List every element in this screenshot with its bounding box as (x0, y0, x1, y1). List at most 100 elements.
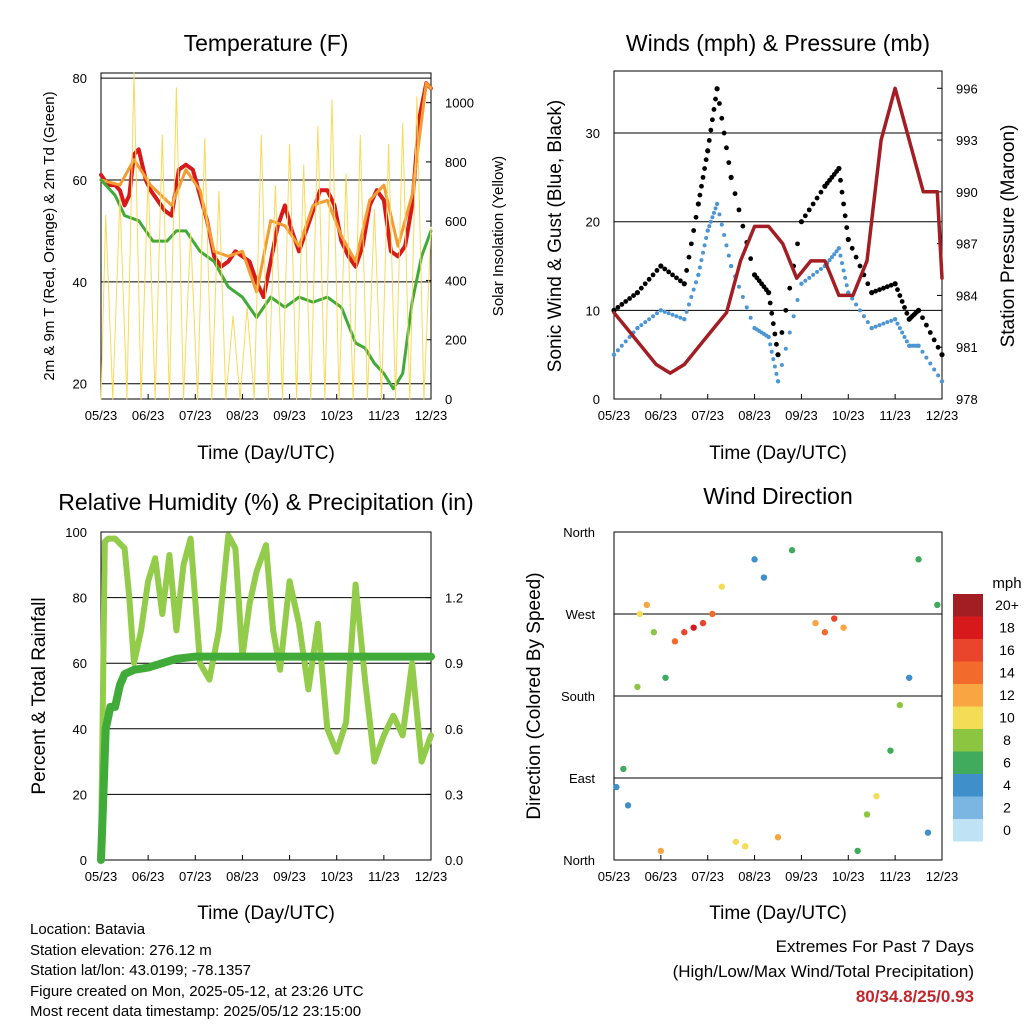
winds-blue-point (895, 321, 900, 326)
winds-blue-point (744, 305, 749, 310)
winds-black-point (642, 281, 648, 287)
winds-blue-point (829, 255, 834, 260)
direction-point (690, 624, 697, 631)
temperature-y-tick-label: 20 (73, 377, 87, 392)
winds-black-point (836, 165, 842, 172)
temperature-y2-tick-label: 200 (445, 333, 467, 348)
winds-black-point (650, 272, 656, 278)
winds-blue-point (724, 243, 729, 248)
winds-blue-point (900, 330, 905, 335)
winds-black-point (724, 145, 729, 151)
humidity-y2-tick-label: 0.9 (445, 656, 463, 671)
winds-blue-point (869, 325, 874, 331)
winds-blue-point (939, 379, 945, 384)
winds-blue-point (713, 206, 718, 211)
winds-black-point (728, 174, 734, 180)
winds-black-point (740, 223, 746, 229)
winds-black-point (849, 245, 855, 251)
wind_direction-x-tick-label: 12/23 (926, 869, 959, 884)
temperature-x-tick-label: 09/23 (273, 408, 306, 423)
speed-legend-label: 18 (999, 620, 1015, 636)
winds-blue-point (689, 295, 694, 300)
winds-black-point (842, 213, 848, 219)
direction-point (681, 629, 688, 636)
direction-point (709, 610, 716, 618)
winds-black-point (814, 195, 820, 201)
speed-legend-swatch (953, 774, 983, 797)
winds-blue-point (844, 283, 849, 288)
winds-blue-point (889, 318, 894, 323)
winds-blue-point (775, 379, 781, 384)
speed-legend-swatch (953, 796, 983, 819)
humidity-x-tick-label: 05/23 (85, 869, 118, 884)
humidity-xlabel: Time (Day/UTC) (197, 903, 335, 924)
winds-black-point (873, 288, 879, 294)
winds-blue-point (877, 323, 882, 328)
winds-blue-point (748, 315, 753, 320)
winds-black-point (693, 214, 699, 220)
humidity-y-tick-label: 60 (73, 656, 87, 671)
speed-legend-label: 10 (999, 710, 1015, 726)
winds-blue-point (920, 349, 925, 354)
winds-blue-point (647, 317, 652, 322)
direction-ylabel: Direction (Colored By Speed) (524, 572, 545, 819)
temperature-x-tick-label: 06/23 (132, 408, 165, 423)
winds-blue-point (654, 311, 659, 316)
direction-point (863, 811, 871, 818)
winds-blue-point (838, 253, 843, 258)
direction-point (887, 747, 894, 754)
temperature-y2-tick-label: 0 (445, 392, 452, 407)
winds-black-point (806, 207, 812, 213)
wind_direction-x-tick-label: 07/23 (691, 869, 724, 884)
winds-blue-point (658, 308, 664, 313)
temperature-x-tick-label: 05/23 (85, 408, 118, 423)
humidity-ylabel: Percent & Total Rainfall (29, 597, 50, 794)
direction-point (751, 556, 758, 563)
direction-point (643, 601, 650, 609)
winds-black-point (802, 213, 808, 219)
winds-blue-point (670, 312, 675, 317)
winds-blue-point (639, 323, 644, 328)
winds-blue-point (818, 266, 823, 271)
winds-black-point (904, 310, 910, 316)
temperature-y2-tick-label: 1000 (445, 96, 474, 111)
temperature-orange-series (99, 81, 433, 294)
winds-blue-point (815, 269, 820, 274)
direction-point (934, 601, 941, 609)
winds-blue-point (702, 243, 707, 248)
winds-blue-point (708, 219, 713, 224)
winds-blue-point (897, 326, 902, 331)
figure-created: Figure created on Mon, 2025-05-12, at 23… (30, 982, 364, 1000)
humidity-x-tick-label: 07/23 (179, 869, 212, 884)
humidity-y2-tick-label: 0.3 (445, 787, 463, 802)
winds-black-point (686, 254, 692, 260)
winds-x-tick-label: 06/23 (645, 408, 678, 423)
winds-black-point (897, 293, 903, 298)
winds-blue-point (678, 315, 683, 320)
winds-blue-point (787, 330, 792, 335)
winds-black-point (654, 268, 660, 273)
winds-black-point (703, 157, 709, 163)
station-latlon: Station lat/lon: 43.0199; -78.1357 (30, 962, 252, 980)
winds-black-point (748, 256, 754, 262)
speed-legend-label: 20+ (995, 597, 1019, 613)
winds-blue-point (707, 224, 712, 229)
direction-point (906, 674, 913, 681)
winds-black-point (710, 117, 715, 123)
winds-black-point (677, 278, 683, 284)
winds-black-point (774, 341, 779, 347)
winds-blue-point (615, 348, 620, 353)
direction-point (650, 629, 658, 636)
humidity-title: Relative Humidity (%) & Precipitation (i… (58, 489, 473, 515)
speed-legend-swatch (953, 819, 983, 842)
direction-point (662, 674, 669, 681)
wind_direction-x-tick-label: 08/23 (738, 869, 771, 884)
winds-black-point (772, 331, 778, 337)
winds-blue-point (936, 373, 941, 378)
winds-black-point (766, 290, 772, 296)
winds-black-point (681, 281, 687, 287)
winds-plot-frame (613, 70, 943, 400)
winds-blue-point (858, 308, 862, 313)
temperature-green-series (99, 178, 433, 391)
